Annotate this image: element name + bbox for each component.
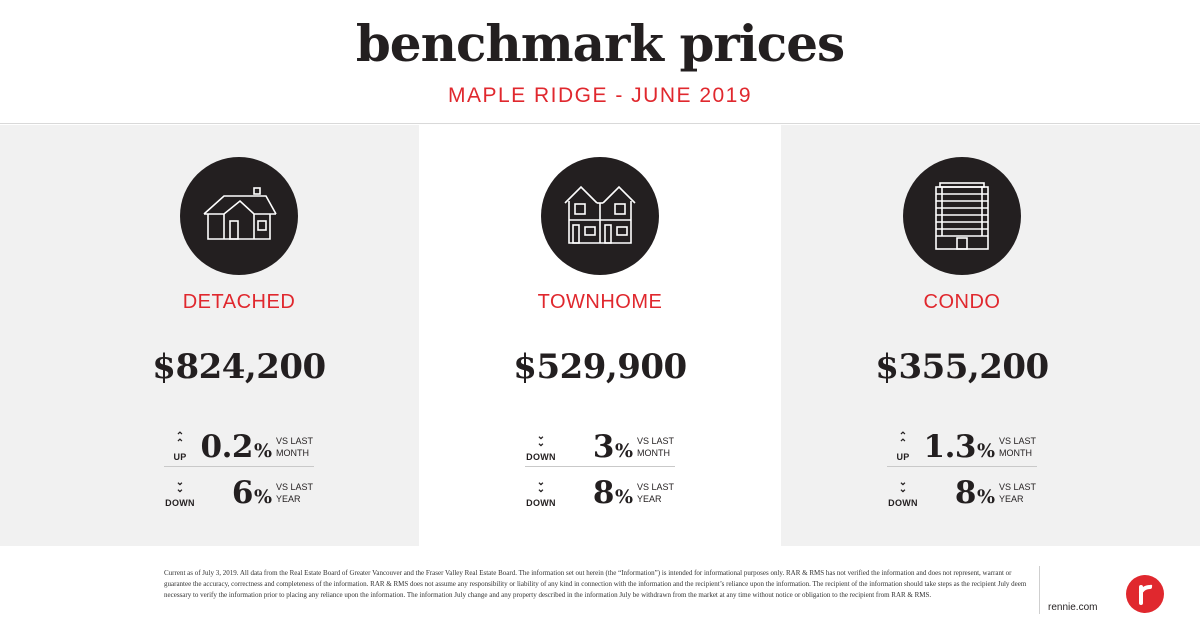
change-number: 0.2 xyxy=(200,429,254,465)
percent-sign: % xyxy=(614,486,633,508)
direction-label: UP xyxy=(173,452,187,462)
comparison-period: VS LAST MONTH xyxy=(276,435,313,459)
change-value: 8% xyxy=(955,475,995,511)
comparison-period: VS LAST MONTH xyxy=(637,435,674,459)
yearly-change: ⌄ ⌄ DOWN 6% VS LAST YEAR xyxy=(164,475,314,513)
price-panels: DETACHED $824,200 ⌃ ⌃ UP 0.2% VS LAST MON… xyxy=(0,125,1200,546)
change-value: 0.2% xyxy=(201,429,273,465)
period-line-1: VS LAST xyxy=(276,482,314,492)
percent-sign: % xyxy=(614,440,633,462)
percent-sign: % xyxy=(253,486,272,508)
change-direction: ⌄ ⌄ DOWN xyxy=(164,477,196,509)
footer: Current as of July 3, 2019. All data fro… xyxy=(0,546,1200,628)
chevron-down-icon: ⌄ ⌄ xyxy=(536,431,546,449)
change-number: 1.3 xyxy=(923,429,977,465)
period-line-2: MONTH xyxy=(637,448,670,458)
direction-label: UP xyxy=(896,452,910,462)
period-line-2: YEAR xyxy=(999,494,1024,504)
townhome-column: TOWNHOME $529,900 ⌄ ⌄ DOWN 3% VS LAST MON… xyxy=(480,125,720,546)
property-type-label: TOWNHOME xyxy=(537,291,663,313)
detached-house-icon xyxy=(180,157,298,275)
property-type-label: DETACHED xyxy=(182,291,296,313)
percent-sign: % xyxy=(253,440,272,462)
change-direction: ⌄ ⌄ DOWN xyxy=(525,477,557,509)
comparison-period: VS LAST MONTH xyxy=(999,435,1036,459)
yearly-change: ⌄ ⌄ DOWN 8% VS LAST YEAR xyxy=(525,475,675,513)
change-direction: ⌃ ⌃ UP xyxy=(164,431,196,463)
yearly-change: ⌄ ⌄ DOWN 8% VS LAST YEAR xyxy=(887,475,1037,513)
direction-label: DOWN xyxy=(888,498,918,508)
period-line-2: MONTH xyxy=(999,448,1032,458)
benchmark-price: $355,200 xyxy=(875,347,1049,387)
comparison-period: VS LAST YEAR xyxy=(276,481,313,505)
percent-sign: % xyxy=(976,486,995,508)
period-line-2: YEAR xyxy=(637,494,662,504)
change-value: 3% xyxy=(593,429,633,465)
monthly-change: ⌄ ⌄ DOWN 3% VS LAST MONTH xyxy=(525,429,675,467)
monthly-change: ⌃ ⌃ UP 0.2% VS LAST MONTH xyxy=(164,429,314,467)
change-number: 8 xyxy=(954,475,977,511)
change-value: 1.3% xyxy=(924,429,996,465)
period-line-1: VS LAST xyxy=(999,436,1037,446)
disclaimer-text: Current as of July 3, 2019. All data fro… xyxy=(164,569,1027,599)
change-value: 8% xyxy=(593,475,633,511)
website-link[interactable]: rennie.com xyxy=(1048,602,1098,613)
comparison-period: VS LAST YEAR xyxy=(637,481,674,505)
benchmark-price: $824,200 xyxy=(152,347,326,387)
change-number: 3 xyxy=(592,429,615,465)
period-line-1: VS LAST xyxy=(637,482,675,492)
period-line-2: YEAR xyxy=(276,494,301,504)
townhome-icon xyxy=(541,157,659,275)
chevron-down-icon: ⌄ ⌄ xyxy=(898,477,908,495)
chevron-up-icon: ⌃ ⌃ xyxy=(175,431,185,449)
direction-label: DOWN xyxy=(165,498,195,508)
condo-column: CONDO $355,200 ⌃ ⌃ UP 1.3% VS LAST MONTH … xyxy=(842,125,1082,546)
change-number: 6 xyxy=(231,475,254,511)
condo-building-icon xyxy=(903,157,1021,275)
rennie-logo xyxy=(1126,575,1164,613)
direction-label: DOWN xyxy=(526,452,556,462)
change-number: 8 xyxy=(592,475,615,511)
percent-sign: % xyxy=(976,440,995,462)
monthly-change: ⌃ ⌃ UP 1.3% VS LAST MONTH xyxy=(887,429,1037,467)
change-direction: ⌄ ⌄ DOWN xyxy=(525,431,557,463)
period-line-1: VS LAST xyxy=(999,482,1037,492)
footer-divider xyxy=(1039,566,1040,614)
chevron-down-icon: ⌄ ⌄ xyxy=(175,477,185,495)
detached-column: DETACHED $824,200 ⌃ ⌃ UP 0.2% VS LAST MON… xyxy=(119,125,359,546)
direction-label: DOWN xyxy=(526,498,556,508)
comparison-period: VS LAST YEAR xyxy=(999,481,1036,505)
chevron-up-icon: ⌃ ⌃ xyxy=(898,431,908,449)
period-line-2: MONTH xyxy=(276,448,309,458)
property-type-label: CONDO xyxy=(923,291,1001,313)
period-line-1: VS LAST xyxy=(637,436,675,446)
change-value: 6% xyxy=(232,475,272,511)
change-direction: ⌄ ⌄ DOWN xyxy=(887,477,919,509)
period-line-1: VS LAST xyxy=(276,436,314,446)
chevron-down-icon: ⌄ ⌄ xyxy=(536,477,546,495)
page-subtitle: MAPLE RIDGE - JUNE 2019 xyxy=(447,84,753,107)
change-direction: ⌃ ⌃ UP xyxy=(887,431,919,463)
benchmark-price: $529,900 xyxy=(513,347,687,387)
page-title: benchmark prices xyxy=(355,14,845,73)
header: benchmark prices MAPLE RIDGE - JUNE 2019 xyxy=(0,0,1200,124)
